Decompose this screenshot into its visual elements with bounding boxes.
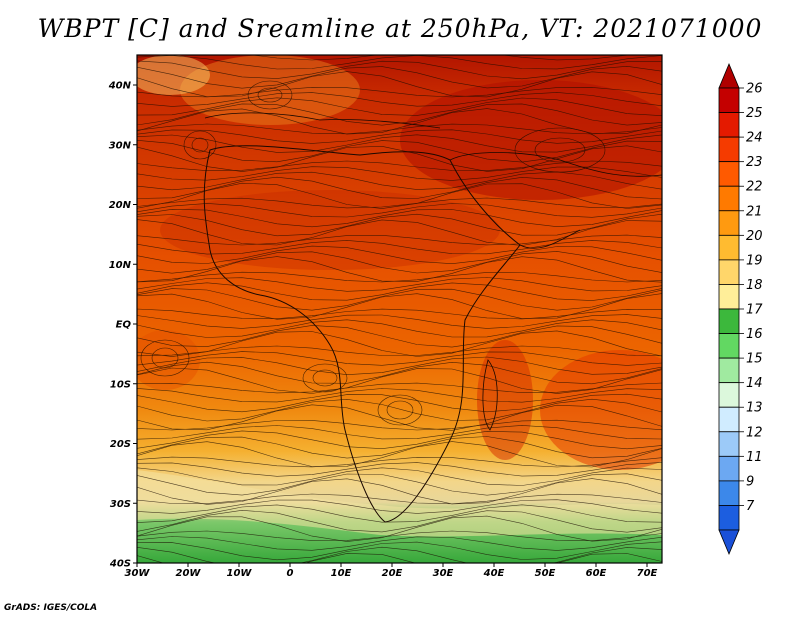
colorbar-swatch xyxy=(718,357,740,384)
latitude-axis: 40N 30N 20N 10N EQ 10S 20S 30S 40S xyxy=(108,81,137,570)
colorbar-label: 13 xyxy=(746,401,763,416)
lon-tick-label: 20W xyxy=(176,568,202,579)
map-plot-area xyxy=(137,55,662,563)
lon-tick-label: 60E xyxy=(586,568,607,579)
colorbar-swatch xyxy=(718,112,740,138)
colorbar-label: 21 xyxy=(746,204,763,219)
colorbar-swatch xyxy=(718,259,740,285)
colorbar-label: 11 xyxy=(746,450,763,465)
lat-tick-label: 10N xyxy=(109,260,132,271)
lat-tick-label: 20N xyxy=(109,200,132,211)
lon-tick-label: 70E xyxy=(637,568,658,579)
colorbar-swatch xyxy=(718,505,740,531)
lon-tick-label: 30W xyxy=(125,568,151,579)
lat-tick-label: 30S xyxy=(110,499,131,510)
colorbar-swatch xyxy=(718,455,740,482)
colorbar-swatch xyxy=(718,382,740,408)
credit-text: GrADS: IGES/COLA xyxy=(4,603,98,613)
lat-tick-label: 20S xyxy=(110,439,131,450)
lat-tick-label: 40S xyxy=(109,559,131,570)
colorbar-swatch xyxy=(718,431,740,457)
colorbar-label: 7 xyxy=(746,499,755,514)
longitude-axis: 30W 20W 10W 0 10E 20E 30E 40E 50E 60E 70E xyxy=(125,563,658,579)
lon-tick-label: 0 xyxy=(287,568,294,579)
colorbar-label: 20 xyxy=(746,229,763,244)
lat-tick-label: 40N xyxy=(108,81,132,92)
colorbar-label: 9 xyxy=(746,474,754,489)
colorbar-swatch xyxy=(718,480,740,506)
colorbar-swatch xyxy=(718,406,740,433)
lat-tick-label: EQ xyxy=(116,320,132,331)
lat-tick-label: 30N xyxy=(109,140,132,151)
lon-tick-label: 20E xyxy=(382,568,403,579)
colorbar-swatch xyxy=(718,136,740,163)
colorbar: 26 25 24 23 22 21 20 19 18 17 16 15 14 13 12 11 9 7 xyxy=(718,62,763,556)
colorbar-swatch xyxy=(718,234,740,261)
colorbar-swatch xyxy=(718,161,740,187)
lon-tick-label: 40E xyxy=(483,568,505,579)
lon-tick-label: 30E xyxy=(433,568,454,579)
colorbar-label: 24 xyxy=(746,131,763,146)
colorbar-bottom-arrow xyxy=(718,529,740,556)
colorbar-swatch xyxy=(718,210,740,236)
colorbar-label: 26 xyxy=(746,82,763,97)
colorbar-top-arrow xyxy=(718,62,740,89)
lon-tick-label: 10W xyxy=(227,568,253,579)
colorbar-swatch xyxy=(718,284,740,310)
colorbar-label: 12 xyxy=(746,425,763,440)
map-title: WBPT [C] and Sreamline at 250hPa, VT: 20… xyxy=(37,14,763,43)
lon-tick-label: 10E xyxy=(331,568,352,579)
colorbar-swatch xyxy=(718,333,740,359)
colorbar-label: 18 xyxy=(746,278,763,293)
colorbar-swatch xyxy=(718,87,740,113)
colorbar-swatch xyxy=(718,185,740,212)
colorbar-label: 15 xyxy=(746,352,763,367)
lon-tick-label: 50E xyxy=(535,568,556,579)
colorbar-label: 23 xyxy=(746,155,763,170)
colorbar-label: 16 xyxy=(746,327,763,342)
colorbar-label: 14 xyxy=(746,376,763,391)
colorbar-label: 17 xyxy=(746,303,763,318)
colorbar-label: 22 xyxy=(746,180,763,195)
colorbar-label: 25 xyxy=(746,106,763,121)
colorbar-label: 19 xyxy=(746,253,763,268)
lat-tick-label: 10S xyxy=(110,379,131,390)
colorbar-swatch xyxy=(718,308,740,334)
